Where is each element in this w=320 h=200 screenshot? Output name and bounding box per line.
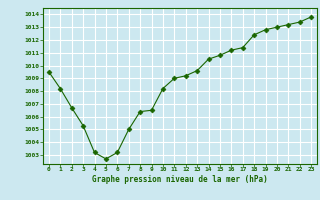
X-axis label: Graphe pression niveau de la mer (hPa): Graphe pression niveau de la mer (hPa): [92, 175, 268, 184]
